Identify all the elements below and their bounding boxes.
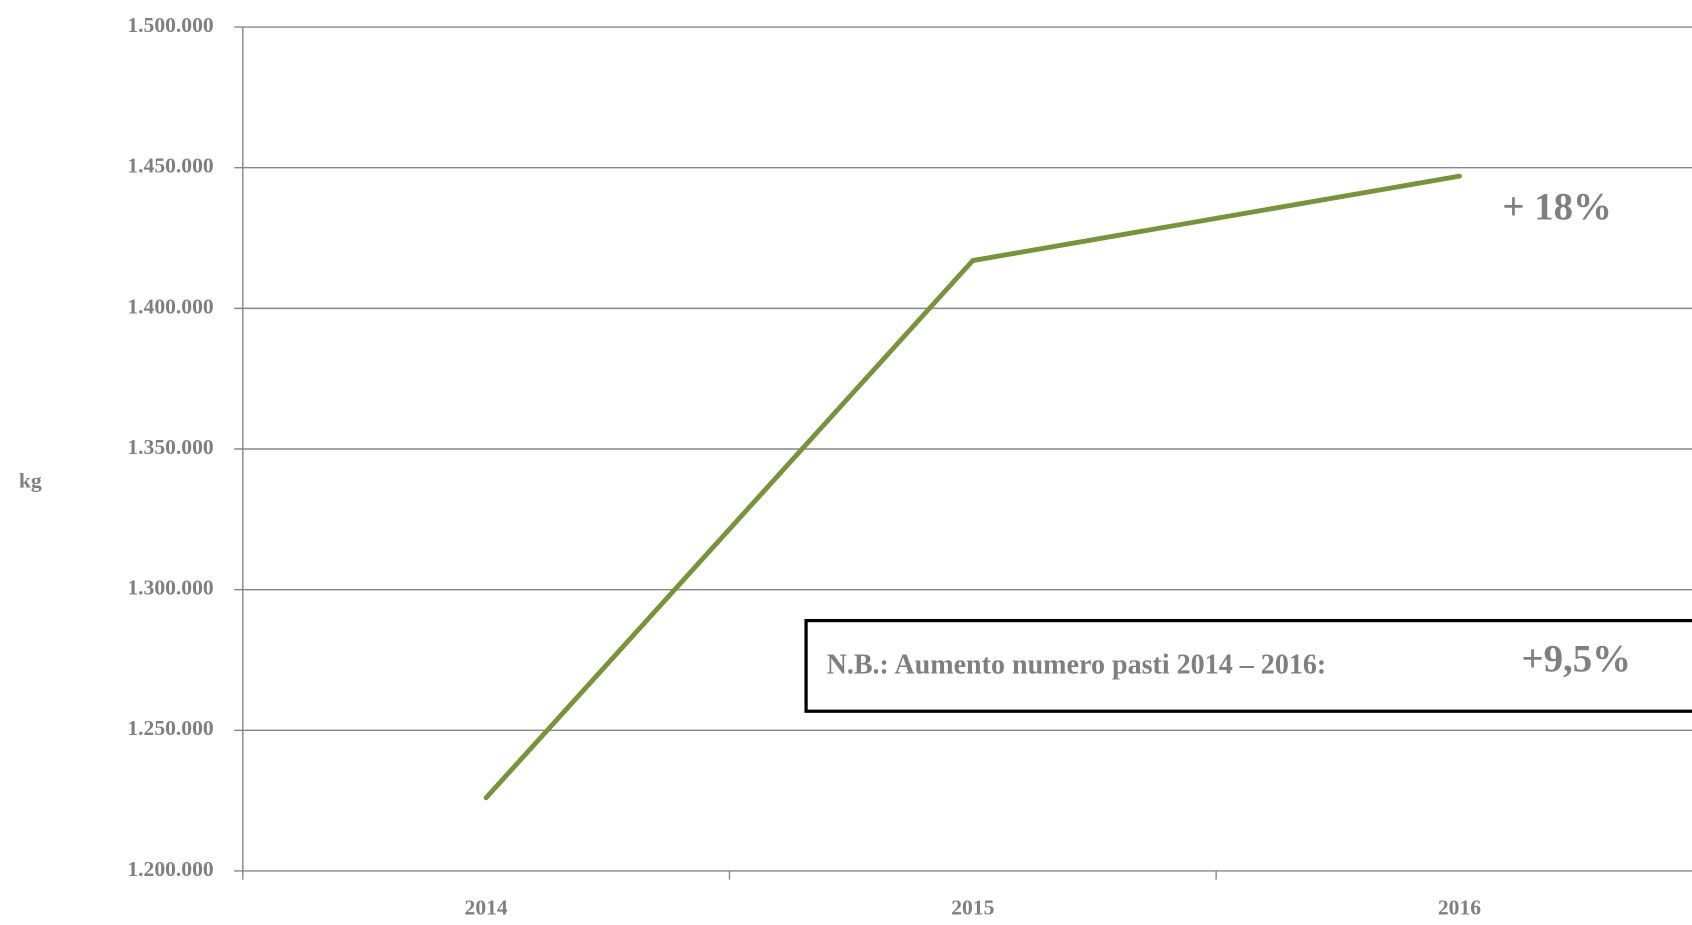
y-axis-label: kg — [19, 468, 42, 492]
x-tick-label: 2015 — [951, 896, 994, 920]
line-series — [483, 173, 1462, 801]
annotation: + 18% — [1502, 185, 1612, 228]
y-tick-label: 1.450.000 — [127, 154, 213, 178]
note-box — [804, 618, 1692, 713]
y-tick-label: 1.300.000 — [127, 576, 213, 600]
note-value: +9,5% — [1522, 638, 1632, 681]
x-tick-label: 2014 — [465, 896, 508, 920]
x-tick-label: 2016 — [1438, 896, 1481, 920]
y-tick-label: 1.200.000 — [127, 857, 213, 881]
y-tick-label: 1.350.000 — [127, 435, 213, 459]
note-text: N.B.: Aumento numero pasti 2014 – 2016: — [827, 649, 1327, 680]
y-tick-label: 1.250.000 — [127, 716, 213, 740]
y-tick-label: 1.500.000 — [127, 13, 213, 37]
y-tick-label: 1.400.000 — [127, 294, 213, 318]
